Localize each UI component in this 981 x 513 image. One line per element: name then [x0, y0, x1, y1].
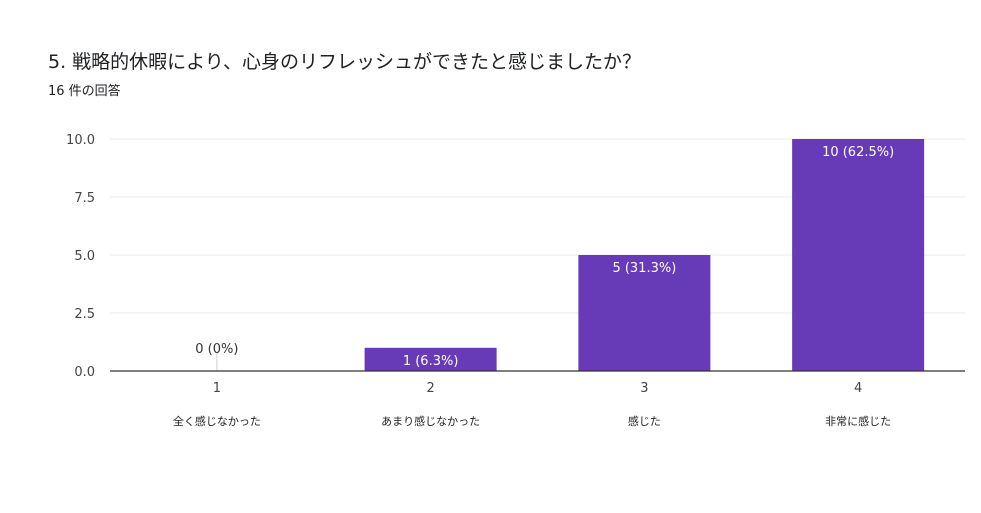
y-tick-label: 0.0 [74, 365, 95, 380]
x-tick-label: 4 [854, 381, 862, 396]
bars [216, 139, 925, 371]
data-label: 0 (0%) [195, 342, 238, 357]
bar [792, 139, 925, 371]
y-tick-label: 2.5 [74, 307, 95, 322]
category-label: あまり感じなかった [381, 415, 480, 428]
question-title: 5. 戦略的休暇により、心身のリフレッシュができたと感じましたか？ [48, 51, 642, 73]
y-tick-label: 10.0 [66, 133, 95, 148]
category-label: 全く感じなかった [173, 414, 261, 428]
category-label: 感じた [628, 415, 661, 428]
bar [364, 347, 497, 371]
bar [578, 255, 711, 371]
y-tick-label: 5.0 [74, 249, 95, 264]
data-labels: 0 (0%) 1 (6.3%) 5 (31.3%) 10 (62.5%) [195, 145, 894, 369]
x-tick-label: 2 [426, 381, 434, 396]
x-tick-label: 3 [640, 381, 648, 396]
x-axis-ticks: 1 全く感じなかった 2 あまり感じなかった 3 感じた 4 非常に感じた [173, 381, 891, 428]
data-label: 5 (31.3%) [612, 261, 676, 276]
x-tick-label: 1 [213, 381, 221, 396]
data-label: 1 (6.3%) [403, 354, 459, 369]
y-axis-ticks: 0.0 2.5 5.0 7.5 10.0 [66, 133, 95, 380]
category-label: 非常に感じた [825, 415, 891, 428]
data-label: 10 (62.5%) [822, 145, 894, 160]
y-tick-label: 7.5 [74, 191, 95, 206]
response-count: 16 件の回答 [48, 84, 121, 99]
